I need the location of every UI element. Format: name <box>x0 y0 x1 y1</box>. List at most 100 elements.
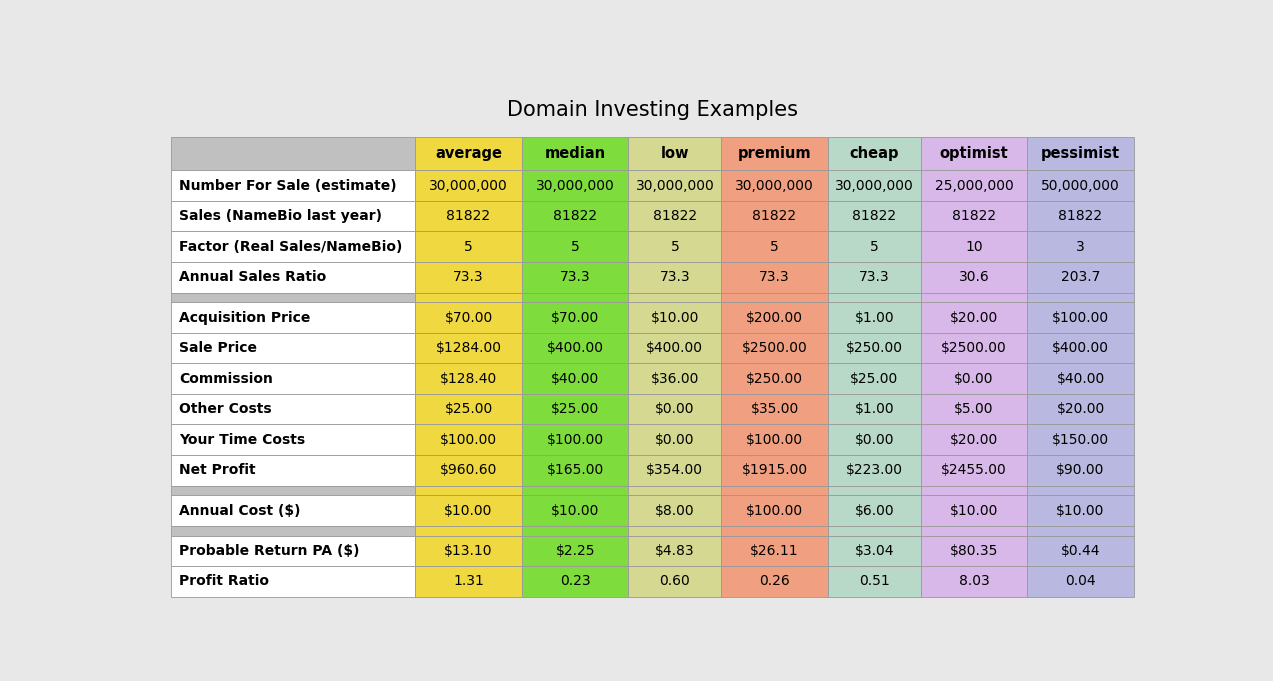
Bar <box>722 424 827 455</box>
Bar <box>827 232 920 262</box>
Bar <box>722 232 827 262</box>
Text: $100.00: $100.00 <box>546 432 603 447</box>
Bar <box>522 566 629 597</box>
Text: low: low <box>661 146 689 161</box>
Text: $128.40: $128.40 <box>440 372 498 385</box>
Text: $6.00: $6.00 <box>854 503 894 518</box>
Bar <box>629 262 722 293</box>
Text: 1.31: 1.31 <box>453 574 484 588</box>
Bar <box>1027 394 1134 424</box>
Bar <box>827 302 920 333</box>
Text: $0.44: $0.44 <box>1060 544 1100 558</box>
Bar <box>629 170 722 201</box>
Text: $40.00: $40.00 <box>1057 372 1105 385</box>
Text: 25,000,000: 25,000,000 <box>934 178 1013 193</box>
Bar <box>827 170 920 201</box>
Bar <box>827 566 920 597</box>
Text: 0.04: 0.04 <box>1066 574 1096 588</box>
Bar <box>1027 232 1134 262</box>
Text: $10.00: $10.00 <box>1057 503 1105 518</box>
Bar <box>722 455 827 486</box>
Bar <box>629 535 722 566</box>
Text: 81822: 81822 <box>653 209 696 223</box>
Text: 73.3: 73.3 <box>759 270 789 284</box>
Bar <box>415 137 522 170</box>
Text: 0.23: 0.23 <box>560 574 591 588</box>
Text: 81822: 81822 <box>1058 209 1102 223</box>
Text: 5: 5 <box>465 240 472 254</box>
Bar <box>629 333 722 364</box>
Text: $10.00: $10.00 <box>444 503 493 518</box>
Text: $2500.00: $2500.00 <box>941 341 1007 355</box>
Text: pessimist: pessimist <box>1041 146 1120 161</box>
Text: $3.04: $3.04 <box>854 544 894 558</box>
Text: $400.00: $400.00 <box>1051 341 1109 355</box>
Bar <box>629 394 722 424</box>
Text: $1915.00: $1915.00 <box>741 463 807 477</box>
Text: Net Profit: Net Profit <box>178 463 256 477</box>
Text: average: average <box>435 146 502 161</box>
Text: $960.60: $960.60 <box>439 463 498 477</box>
Text: 30,000,000: 30,000,000 <box>835 178 914 193</box>
Text: 0.51: 0.51 <box>859 574 890 588</box>
Text: $26.11: $26.11 <box>750 544 799 558</box>
Bar <box>722 394 827 424</box>
Bar <box>522 201 629 232</box>
Text: 10: 10 <box>965 240 983 254</box>
Bar <box>629 526 722 535</box>
Text: $0.00: $0.00 <box>656 402 695 416</box>
Text: $25.00: $25.00 <box>850 372 899 385</box>
Text: $20.00: $20.00 <box>1057 402 1105 416</box>
Text: 8.03: 8.03 <box>959 574 989 588</box>
Bar <box>171 262 415 293</box>
Bar <box>722 486 827 495</box>
Bar <box>1027 170 1134 201</box>
Text: 5: 5 <box>869 240 878 254</box>
Bar <box>920 455 1027 486</box>
Text: 30,000,000: 30,000,000 <box>635 178 714 193</box>
Bar <box>722 566 827 597</box>
Bar <box>920 201 1027 232</box>
Text: $70.00: $70.00 <box>551 311 600 325</box>
Bar <box>920 137 1027 170</box>
Text: $0.00: $0.00 <box>955 372 994 385</box>
Text: $10.00: $10.00 <box>651 311 699 325</box>
Bar <box>1027 364 1134 394</box>
Text: Annual Cost ($): Annual Cost ($) <box>178 503 300 518</box>
Bar <box>722 293 827 302</box>
Text: $100.00: $100.00 <box>746 432 803 447</box>
Bar <box>827 333 920 364</box>
Bar <box>171 424 415 455</box>
Text: $200.00: $200.00 <box>746 311 803 325</box>
Text: $250.00: $250.00 <box>746 372 803 385</box>
Bar <box>171 495 415 526</box>
Bar <box>920 486 1027 495</box>
Bar <box>415 495 522 526</box>
Bar <box>629 495 722 526</box>
Bar <box>415 302 522 333</box>
Bar <box>522 486 629 495</box>
Text: Number For Sale (estimate): Number For Sale (estimate) <box>178 178 396 193</box>
Bar <box>1027 137 1134 170</box>
Bar <box>171 526 415 535</box>
Text: 81822: 81822 <box>447 209 490 223</box>
Bar <box>415 262 522 293</box>
Bar <box>827 526 920 535</box>
Bar <box>629 566 722 597</box>
Text: Commission: Commission <box>178 372 272 385</box>
Bar <box>415 455 522 486</box>
Bar <box>522 170 629 201</box>
Bar <box>920 364 1027 394</box>
Bar <box>1027 333 1134 364</box>
Bar <box>827 394 920 424</box>
Bar <box>171 535 415 566</box>
Bar <box>722 201 827 232</box>
Text: $25.00: $25.00 <box>551 402 600 416</box>
Bar <box>1027 424 1134 455</box>
Bar <box>920 293 1027 302</box>
Text: Other Costs: Other Costs <box>178 402 271 416</box>
Text: 73.3: 73.3 <box>560 270 591 284</box>
Bar <box>522 137 629 170</box>
Text: $5.00: $5.00 <box>955 402 994 416</box>
Text: $400.00: $400.00 <box>546 341 603 355</box>
